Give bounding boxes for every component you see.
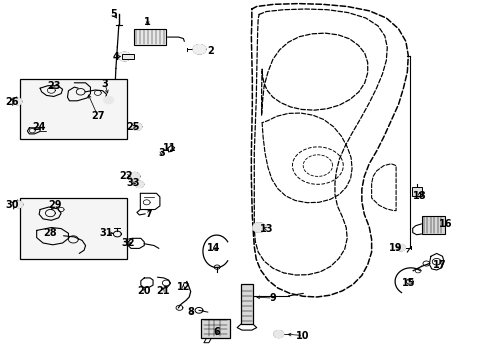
Polygon shape bbox=[132, 123, 142, 130]
Bar bbox=[122, 54, 134, 59]
Text: 29: 29 bbox=[48, 200, 62, 210]
Bar bbox=[411, 187, 421, 196]
Polygon shape bbox=[129, 172, 140, 180]
Polygon shape bbox=[135, 181, 143, 188]
Text: 11: 11 bbox=[163, 143, 177, 153]
Polygon shape bbox=[119, 52, 130, 61]
Text: 25: 25 bbox=[126, 122, 140, 132]
Polygon shape bbox=[14, 201, 23, 208]
Text: 15: 15 bbox=[401, 278, 414, 288]
Bar bbox=[241, 284, 252, 324]
Text: 32: 32 bbox=[121, 238, 135, 248]
Text: 31: 31 bbox=[100, 228, 113, 238]
Text: 28: 28 bbox=[43, 228, 57, 238]
Text: 20: 20 bbox=[137, 286, 151, 296]
Text: 13: 13 bbox=[260, 224, 273, 234]
Text: 6: 6 bbox=[213, 327, 220, 337]
Bar bbox=[20, 198, 127, 259]
Polygon shape bbox=[252, 223, 265, 232]
Text: 7: 7 bbox=[145, 209, 152, 219]
Text: 19: 19 bbox=[388, 243, 402, 253]
Polygon shape bbox=[396, 244, 405, 251]
Text: 24: 24 bbox=[32, 122, 46, 132]
Text: 14: 14 bbox=[207, 243, 221, 253]
Text: 23: 23 bbox=[47, 81, 61, 91]
Text: 17: 17 bbox=[432, 260, 446, 270]
Polygon shape bbox=[103, 96, 113, 104]
Text: 5: 5 bbox=[110, 9, 117, 19]
Text: 21: 21 bbox=[156, 286, 169, 296]
Text: 10: 10 bbox=[296, 330, 309, 341]
Text: 33: 33 bbox=[126, 178, 140, 188]
Polygon shape bbox=[134, 29, 166, 45]
Text: 16: 16 bbox=[438, 219, 452, 229]
Text: 18: 18 bbox=[412, 191, 426, 201]
Polygon shape bbox=[13, 98, 22, 105]
Polygon shape bbox=[193, 45, 205, 54]
Bar bbox=[20, 79, 127, 139]
Text: 4: 4 bbox=[113, 51, 120, 62]
Text: 27: 27 bbox=[91, 111, 104, 121]
Polygon shape bbox=[273, 330, 283, 338]
Text: 12: 12 bbox=[176, 282, 190, 292]
Text: 3: 3 bbox=[158, 148, 164, 158]
Text: 30: 30 bbox=[5, 200, 19, 210]
Bar bbox=[421, 216, 444, 234]
Text: 2: 2 bbox=[206, 46, 213, 57]
Text: 1: 1 bbox=[144, 17, 151, 27]
Bar bbox=[134, 29, 166, 45]
Text: 9: 9 bbox=[269, 293, 276, 303]
Text: 22: 22 bbox=[119, 171, 133, 181]
Bar bbox=[201, 319, 229, 338]
Text: 8: 8 bbox=[187, 307, 194, 318]
Text: 3: 3 bbox=[102, 79, 108, 89]
Text: 26: 26 bbox=[5, 96, 19, 107]
